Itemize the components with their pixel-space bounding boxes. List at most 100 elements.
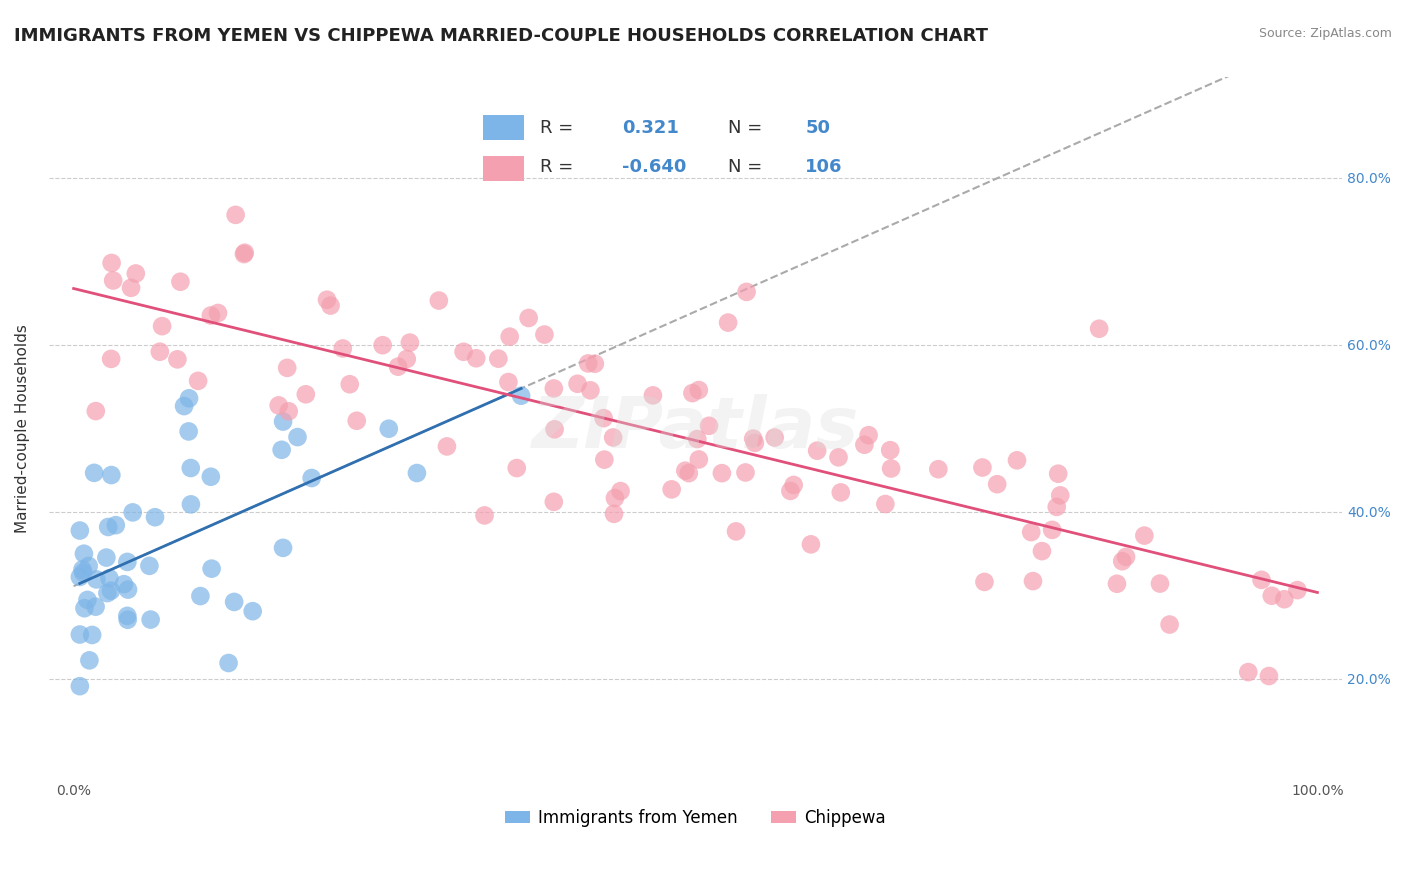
Point	[276, 360, 298, 375]
Point	[287, 430, 309, 444]
Point	[180, 461, 202, 475]
Text: N =: N =	[728, 119, 762, 136]
Point	[1286, 583, 1309, 598]
Point	[1019, 525, 1042, 540]
Point	[697, 418, 720, 433]
Point	[77, 558, 100, 573]
Point	[1046, 500, 1069, 514]
FancyBboxPatch shape	[484, 156, 524, 181]
Point	[686, 432, 709, 446]
Point	[1272, 592, 1295, 607]
Point	[224, 595, 246, 609]
Point	[717, 316, 740, 330]
Point	[125, 267, 148, 281]
Point	[436, 439, 458, 453]
Point	[72, 566, 94, 580]
Point	[879, 443, 901, 458]
Y-axis label: Married-couple Households: Married-couple Households	[15, 324, 30, 533]
Point	[100, 256, 122, 270]
Point	[688, 383, 710, 397]
Point	[346, 414, 368, 428]
Point	[734, 466, 756, 480]
Point	[117, 555, 139, 569]
Point	[100, 351, 122, 366]
Point	[533, 327, 555, 342]
Point	[316, 293, 339, 307]
Point	[1237, 665, 1260, 679]
Point	[973, 574, 995, 589]
Point	[710, 466, 733, 480]
Point	[576, 356, 599, 370]
Point	[688, 452, 710, 467]
Text: 0.321: 0.321	[621, 119, 679, 136]
Point	[1049, 488, 1071, 502]
Point	[399, 335, 422, 350]
Point	[98, 571, 121, 585]
Point	[567, 376, 589, 391]
Point	[86, 573, 108, 587]
Point	[277, 404, 299, 418]
Point	[378, 422, 401, 436]
Point	[1005, 453, 1028, 467]
Point	[744, 436, 766, 450]
Point	[1047, 467, 1070, 481]
Point	[603, 507, 626, 521]
Point	[143, 510, 166, 524]
Point	[267, 398, 290, 412]
Point	[270, 442, 292, 457]
Point	[830, 485, 852, 500]
Point	[72, 562, 94, 576]
Point	[207, 306, 229, 320]
Point	[242, 604, 264, 618]
Point	[858, 428, 880, 442]
Point	[986, 477, 1008, 491]
Point	[371, 338, 394, 352]
Point	[117, 608, 139, 623]
Point	[543, 495, 565, 509]
Point	[271, 415, 294, 429]
Point	[121, 505, 143, 519]
Point	[138, 558, 160, 573]
Point	[150, 319, 173, 334]
Text: 106: 106	[806, 158, 842, 176]
Point	[972, 460, 994, 475]
Point	[1250, 573, 1272, 587]
Point	[592, 411, 614, 425]
Point	[169, 275, 191, 289]
Point	[678, 466, 700, 480]
Point	[200, 469, 222, 483]
Point	[641, 388, 664, 402]
Point	[661, 483, 683, 497]
Point	[332, 342, 354, 356]
Point	[177, 425, 200, 439]
Point	[1105, 576, 1128, 591]
Point	[603, 491, 626, 505]
Point	[486, 351, 509, 366]
Point	[84, 404, 107, 418]
Point	[779, 483, 801, 498]
Point	[96, 550, 118, 565]
Point	[583, 357, 606, 371]
Point	[763, 430, 786, 444]
Text: R =: R =	[540, 158, 574, 176]
Point	[73, 601, 96, 615]
Point	[187, 374, 209, 388]
Point	[1022, 574, 1045, 588]
Point	[724, 524, 747, 539]
FancyBboxPatch shape	[484, 115, 524, 140]
Point	[602, 430, 624, 444]
Point	[201, 562, 224, 576]
Point	[319, 299, 342, 313]
Point	[395, 351, 418, 366]
Point	[498, 375, 520, 389]
Point	[783, 478, 806, 492]
Point	[853, 438, 876, 452]
Point	[271, 541, 294, 555]
Point	[543, 382, 565, 396]
Point	[827, 450, 849, 465]
Point	[673, 464, 696, 478]
Point	[96, 586, 118, 600]
Point	[1088, 322, 1111, 336]
Point	[104, 518, 127, 533]
Point	[301, 471, 323, 485]
